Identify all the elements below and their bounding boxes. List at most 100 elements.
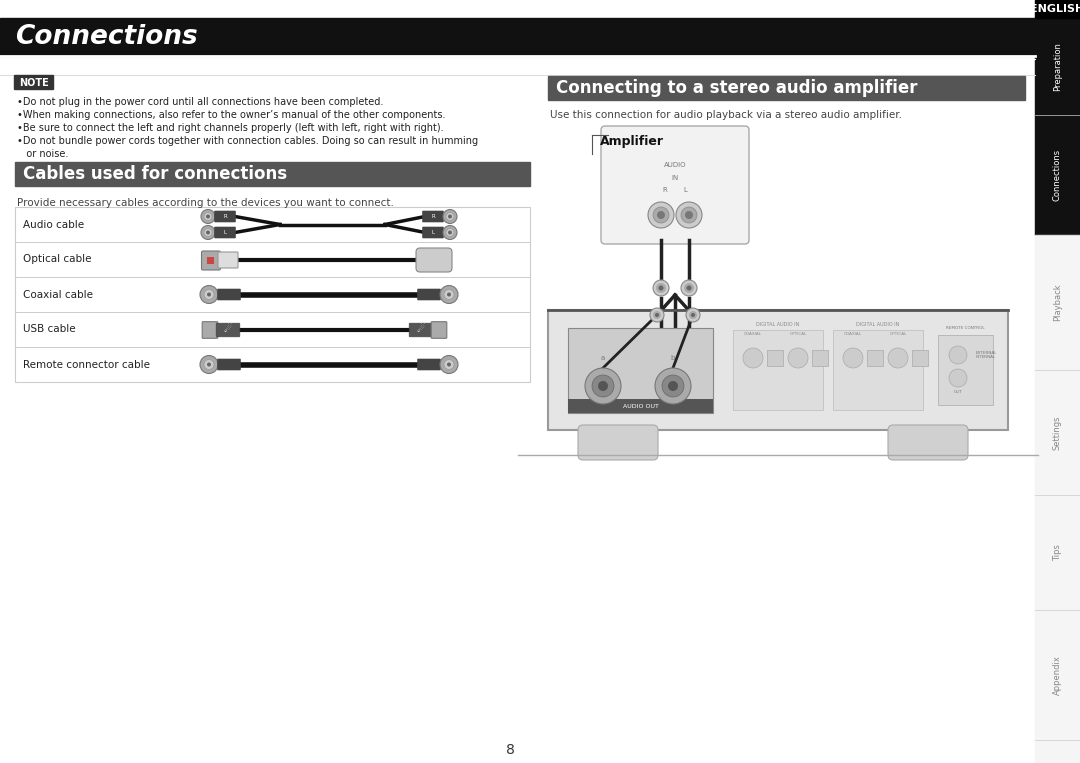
Bar: [867, 350, 883, 366]
Text: AUDIO: AUDIO: [664, 162, 686, 168]
Bar: [733, 330, 823, 410]
FancyBboxPatch shape: [888, 425, 968, 460]
Text: OPTICAL: OPTICAL: [889, 332, 907, 336]
Text: Coaxial cable: Coaxial cable: [23, 289, 93, 300]
Text: DIGITAL AUDIO IN: DIGITAL AUDIO IN: [856, 323, 900, 327]
Circle shape: [443, 226, 457, 240]
Circle shape: [440, 356, 458, 374]
FancyBboxPatch shape: [417, 288, 441, 301]
Text: L: L: [224, 230, 227, 235]
Circle shape: [444, 289, 454, 300]
Circle shape: [648, 202, 674, 228]
Circle shape: [200, 285, 218, 304]
FancyBboxPatch shape: [417, 359, 441, 370]
Bar: [548, 310, 1008, 430]
Bar: [15, 162, 530, 186]
Circle shape: [598, 381, 608, 391]
Circle shape: [206, 214, 210, 218]
Bar: [1035, 0, 1080, 18]
Circle shape: [201, 226, 215, 240]
Text: Settings: Settings: [1053, 415, 1062, 449]
Text: 8: 8: [505, 743, 514, 757]
Bar: [812, 350, 828, 366]
Bar: [1035, 18, 1080, 115]
Circle shape: [204, 359, 214, 369]
Text: a: a: [600, 355, 605, 361]
Text: REMOTE CONTROL: REMOTE CONTROL: [946, 326, 984, 330]
Text: ENGLISH: ENGLISH: [1030, 4, 1080, 14]
Text: Playback: Playback: [1053, 284, 1062, 321]
Text: IN: IN: [672, 175, 678, 181]
Bar: [833, 330, 923, 410]
Circle shape: [659, 285, 663, 291]
Text: OPTICAL: OPTICAL: [789, 332, 807, 336]
Text: Connecting to a stereo audio amplifier: Connecting to a stereo audio amplifier: [556, 79, 918, 97]
Circle shape: [448, 230, 453, 234]
Text: or noise.: or noise.: [17, 149, 68, 159]
FancyBboxPatch shape: [14, 75, 54, 90]
Circle shape: [207, 292, 211, 297]
Circle shape: [676, 202, 702, 228]
Text: Appendix: Appendix: [1053, 655, 1062, 695]
Bar: [207, 256, 214, 263]
Text: ☄: ☄: [417, 324, 426, 334]
Text: Use this connection for audio playback via a stereo audio amplifier.: Use this connection for audio playback v…: [550, 110, 902, 120]
FancyBboxPatch shape: [202, 322, 218, 338]
FancyBboxPatch shape: [214, 227, 235, 238]
FancyBboxPatch shape: [218, 252, 238, 268]
Circle shape: [949, 346, 967, 364]
Text: COAXIAL: COAXIAL: [843, 332, 862, 336]
Bar: [912, 350, 928, 366]
Circle shape: [200, 356, 218, 374]
Bar: [1035, 235, 1080, 370]
Text: •Do not bundle power cords together with connection cables. Doing so can result : •Do not bundle power cords together with…: [17, 136, 478, 146]
Text: •Do not plug in the power cord until all connections have been completed.: •Do not plug in the power cord until all…: [17, 97, 383, 107]
Text: COAXIAL: COAXIAL: [744, 332, 762, 336]
Text: NOTE: NOTE: [19, 78, 49, 88]
Circle shape: [201, 210, 215, 224]
Bar: [1035, 370, 1080, 495]
Circle shape: [654, 313, 659, 317]
FancyBboxPatch shape: [422, 227, 444, 238]
Text: L: L: [432, 230, 434, 235]
Text: Amplifier: Amplifier: [600, 135, 664, 148]
FancyBboxPatch shape: [600, 126, 750, 244]
Text: •Be sure to connect the left and right channels properly (left with left, right : •Be sure to connect the left and right c…: [17, 123, 444, 133]
Bar: [1035, 115, 1080, 235]
FancyBboxPatch shape: [416, 248, 453, 272]
Circle shape: [443, 210, 457, 224]
Text: R: R: [224, 214, 227, 219]
Circle shape: [743, 348, 762, 368]
Circle shape: [691, 313, 696, 317]
Circle shape: [585, 368, 621, 404]
Text: b: b: [671, 355, 675, 361]
Circle shape: [654, 368, 691, 404]
Circle shape: [681, 207, 697, 223]
Text: AUDIO OUT: AUDIO OUT: [622, 404, 659, 408]
FancyBboxPatch shape: [216, 324, 240, 336]
Circle shape: [669, 381, 678, 391]
Bar: [548, 76, 1025, 100]
Circle shape: [687, 285, 691, 291]
Circle shape: [448, 214, 453, 218]
FancyBboxPatch shape: [578, 425, 658, 460]
Circle shape: [689, 311, 697, 319]
Text: Audio cable: Audio cable: [23, 220, 84, 230]
Circle shape: [657, 211, 665, 219]
Text: Optical cable: Optical cable: [23, 255, 92, 265]
FancyBboxPatch shape: [431, 322, 447, 338]
Circle shape: [204, 289, 214, 300]
Bar: [568, 328, 713, 413]
Circle shape: [653, 207, 669, 223]
Circle shape: [204, 228, 212, 237]
Bar: [1035, 0, 1080, 763]
Text: Tips: Tips: [1053, 544, 1062, 561]
Circle shape: [440, 285, 458, 304]
Bar: [568, 399, 713, 413]
Circle shape: [446, 213, 454, 221]
Circle shape: [788, 348, 808, 368]
Circle shape: [446, 228, 454, 237]
Circle shape: [653, 280, 669, 296]
Circle shape: [656, 283, 666, 293]
Text: Connections: Connections: [1053, 149, 1062, 201]
